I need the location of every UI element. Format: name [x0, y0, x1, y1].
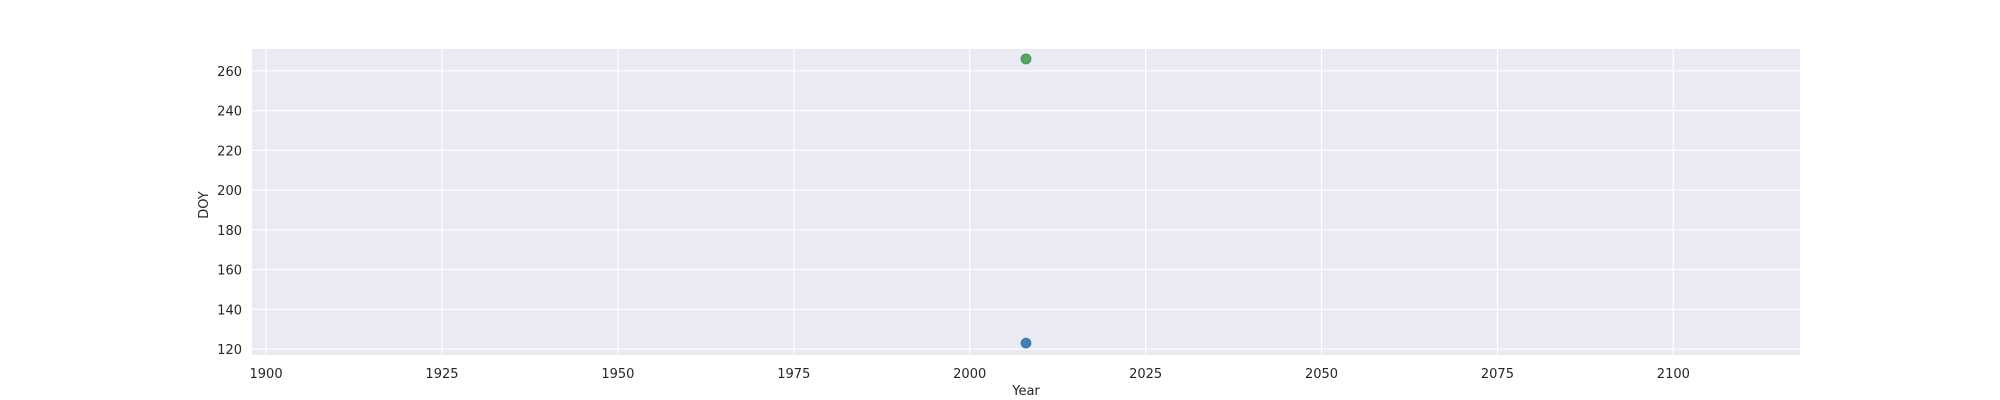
data-points	[1020, 53, 1032, 349]
grid-y	[252, 70, 1800, 350]
x-axis-label: Year	[1011, 384, 1040, 399]
data-point	[1020, 337, 1032, 349]
y-tick-label: 180	[217, 224, 242, 239]
x-tick-label: 1950	[601, 367, 634, 382]
x-tick-labels: 1900 1925 1950 1975 2000 2025 2050 2075 2100	[250, 367, 1690, 382]
y-tick-label: 160	[217, 264, 242, 279]
y-tick-label: 120	[217, 343, 242, 358]
x-tick-label: 1925	[425, 367, 458, 382]
x-tick-label: 2050	[1305, 367, 1338, 382]
x-tick-label: 2000	[953, 367, 986, 382]
x-tick-label: 1900	[250, 367, 283, 382]
grid-x	[265, 49, 1674, 355]
y-tick-labels: 120 140 160 180 200 220 240 260	[217, 65, 242, 358]
x-tick-label: 2075	[1481, 367, 1514, 382]
y-tick-label: 200	[217, 184, 242, 199]
y-tick-label: 220	[217, 144, 242, 159]
y-axis-label: DOY	[197, 191, 212, 219]
x-tick-label: 1975	[777, 367, 810, 382]
x-tick-label: 2025	[1129, 367, 1162, 382]
y-tick-label: 240	[217, 105, 242, 120]
x-tick-label: 2100	[1657, 367, 1690, 382]
y-tick-label: 260	[217, 65, 242, 80]
plot-area	[252, 49, 1800, 355]
data-point	[1020, 53, 1032, 65]
y-tick-label: 140	[217, 303, 242, 318]
